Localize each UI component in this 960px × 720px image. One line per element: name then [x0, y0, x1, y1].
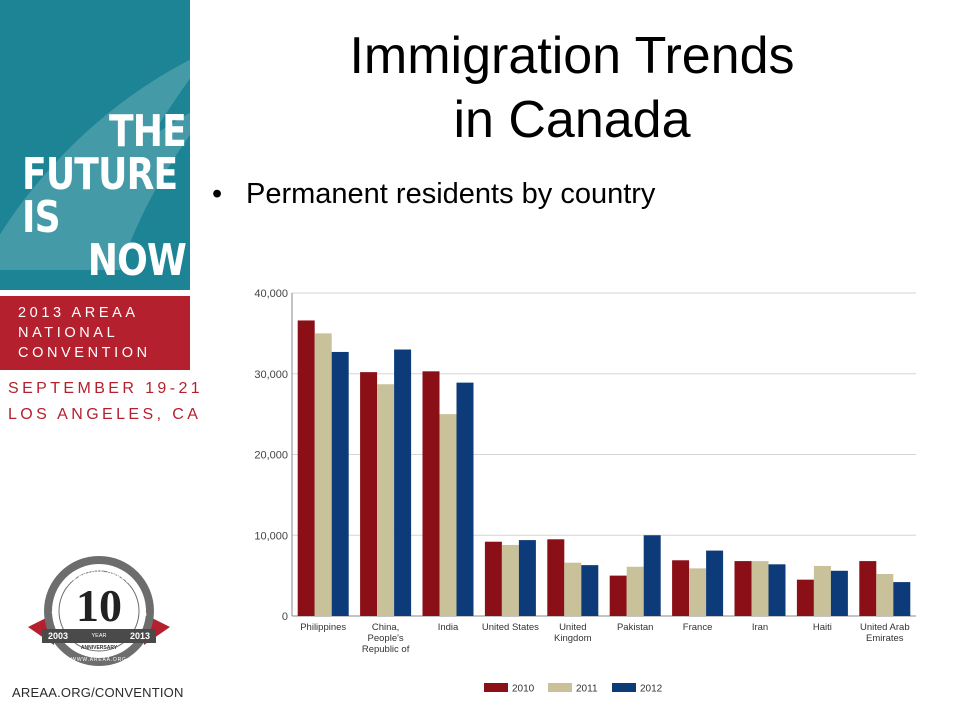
bar-2012 [768, 564, 786, 616]
headline-line-4: NOW [87, 235, 187, 286]
bar-2012 [643, 535, 661, 616]
headline-line-1: THE [108, 106, 187, 157]
x-tick-label: Republic of [362, 644, 410, 655]
bar-2010 [297, 320, 315, 616]
x-tick-label: France [683, 622, 713, 633]
feather-wing-graphic [0, 59, 190, 270]
bar-2012 [893, 582, 911, 616]
y-tick-label: 30,000 [254, 369, 288, 381]
legend-label: 2011 [576, 684, 598, 695]
bar-2012 [394, 349, 412, 616]
bar-2010 [859, 561, 877, 616]
bar-2010 [734, 561, 752, 616]
legend-label: 2010 [512, 684, 535, 695]
bar-2011 [439, 414, 457, 616]
y-tick-label: 40,000 [254, 288, 288, 300]
x-tick-label: Kingdom [554, 633, 592, 644]
bar-2012 [456, 382, 474, 616]
anniversary-seal-logo: ASIAN REAL ESTATE ASSOCIATION OF AMERICA… [26, 553, 170, 666]
bar-2012 [518, 540, 536, 616]
bar-2011 [689, 568, 707, 616]
y-tick-label: 20,000 [254, 450, 288, 462]
bar-2011 [377, 384, 395, 616]
x-tick-label: China, [372, 622, 399, 633]
bar-2011 [751, 561, 769, 616]
x-tick-label: United [559, 622, 586, 633]
x-tick-label: People's [368, 633, 404, 644]
bar-2011 [876, 574, 894, 616]
banner-event-panel: 2013 AREAA NATIONAL CONVENTION [0, 296, 190, 370]
bar-2011 [314, 333, 332, 616]
slide-title-line-2: in Canada [453, 91, 691, 149]
bar-2012 [581, 565, 599, 616]
convention-url: AREAA.ORG/CONVENTION [12, 685, 184, 700]
bar-2010 [672, 560, 690, 616]
x-tick-label: India [438, 622, 459, 633]
convention-banner: THE FUTURE IS NOW 2013 AREAA NATIONAL CO… [0, 0, 200, 720]
bar-2010 [422, 371, 440, 616]
bar-2011 [626, 566, 644, 616]
x-tick-label: United States [482, 622, 539, 633]
banner-headline: THE FUTURE IS NOW [22, 106, 187, 286]
event-line-1: 2013 AREAA [18, 305, 139, 321]
bar-chart: 0 10,000 20,000 30,000 40,000 Philippines Chin… [254, 288, 916, 695]
x-tick-label: Pakistan [617, 622, 653, 633]
headline-line-2: FUTURE [22, 149, 178, 200]
headline-line-3: IS [22, 192, 61, 243]
date-line-1: SEPTEMBER 19-21 [8, 380, 204, 397]
bar-2012 [331, 351, 349, 616]
x-tick-label: Emirates [866, 633, 904, 644]
seal-year-text: YEAR [92, 633, 107, 639]
bullet-dot: • [212, 178, 223, 210]
banner-dates: SEPTEMBER 19-21 LOS ANGELES, CA [8, 376, 203, 428]
slide-title: Immigration Trends in Canada [252, 24, 892, 152]
legend-swatch-2011 [548, 683, 572, 692]
bar-2011 [501, 544, 519, 616]
seal-url-text: WWW.AREAA.ORG [71, 657, 126, 663]
legend-swatch-2010 [484, 683, 508, 692]
slide-title-line-1: Immigration Trends [349, 27, 795, 85]
x-tick-label: Iran [752, 622, 768, 633]
date-line-2: LOS ANGELES, CA [8, 406, 202, 423]
banner-teal-panel: THE FUTURE IS NOW [0, 0, 190, 290]
bar-2012 [706, 550, 724, 616]
bar-2010 [360, 372, 378, 616]
seal-end-year: 2013 [130, 631, 150, 641]
x-tick-label: United Arab [860, 622, 910, 633]
event-line-3: CONVENTION [18, 345, 151, 361]
x-tick-label: Philippines [300, 622, 346, 633]
y-tick-label: 0 [282, 611, 288, 623]
seal-start-year: 2003 [48, 631, 68, 641]
bar-2011 [813, 565, 831, 616]
bar-2010 [609, 575, 627, 616]
bar-2010 [547, 539, 565, 616]
legend-swatch-2012 [612, 683, 636, 692]
x-tick-label: Haiti [813, 622, 832, 633]
bar-2010 [484, 541, 502, 616]
legend-label: 2012 [640, 684, 663, 695]
event-line-2: NATIONAL [18, 325, 119, 341]
bar-2011 [564, 562, 582, 616]
bullet-text: Permanent residents by country [246, 178, 656, 210]
bullet-item: • Permanent residents by country [212, 178, 655, 211]
bar-2012 [830, 570, 848, 616]
seal-anniversary-text: ANNIVERSARY [81, 645, 118, 651]
bar-2010 [796, 579, 814, 616]
seal-number: 10 [76, 580, 122, 631]
y-tick-label: 10,000 [254, 530, 288, 542]
